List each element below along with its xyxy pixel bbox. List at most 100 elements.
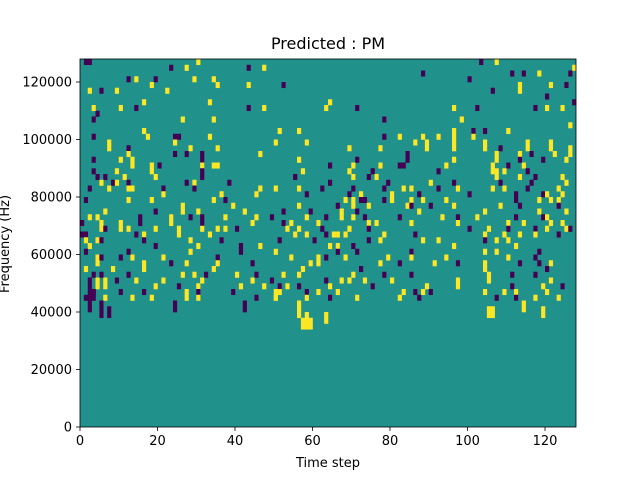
heatmap-cell: [545, 225, 550, 232]
heatmap-cell: [490, 185, 495, 192]
heatmap-cell: [258, 151, 263, 158]
heatmap-cell: [455, 277, 461, 284]
heatmap-cell: [355, 156, 360, 163]
heatmap-cell: [281, 271, 286, 278]
heatmap-cell-run: [107, 306, 112, 319]
heatmap-cell: [405, 202, 410, 209]
heatmap-cell: [304, 294, 309, 301]
heatmap-cell: [494, 168, 499, 175]
y-tick-label: 100000: [22, 133, 72, 148]
heatmap-cell: [134, 105, 139, 112]
heatmap-cell: [246, 64, 251, 71]
heatmap-cell: [200, 277, 205, 284]
heatmap-cell: [180, 208, 185, 215]
heatmap-cell: [432, 260, 437, 267]
heatmap-cell: [180, 202, 185, 209]
heatmap-cell: [87, 87, 92, 94]
heatmap-cell: [324, 214, 329, 221]
heatmap-cell: [506, 128, 511, 135]
heatmap-cell: [87, 59, 92, 66]
heatmap-cell: [556, 197, 561, 204]
heatmap-cell: [87, 294, 92, 301]
heatmap-cell: [514, 294, 519, 301]
heatmap-cell: [95, 174, 100, 181]
heatmap-cell: [413, 289, 418, 296]
heatmap-cell: [533, 294, 538, 301]
heatmap-cell: [169, 220, 174, 227]
heatmap-cell: [130, 254, 135, 261]
heatmap-cell: [452, 179, 457, 186]
heatmap-cell: [99, 271, 104, 278]
heatmap-cell: [297, 225, 302, 232]
heatmap-cell: [235, 225, 240, 232]
heatmap-cell: [409, 197, 414, 204]
heatmap-cell: [188, 214, 193, 221]
heatmap-cell: [479, 59, 484, 66]
heatmap-cell: [215, 260, 220, 267]
heatmap-cell: [200, 151, 205, 158]
heatmap-cell: [149, 197, 154, 204]
heatmap-cell: [242, 208, 247, 215]
heatmap-cell: [320, 185, 325, 192]
heatmap-cell: [401, 289, 406, 296]
plot-area: [79, 58, 577, 428]
heatmap-cell: [200, 214, 205, 221]
heatmap-cell: [80, 231, 85, 238]
heatmap-cell: [87, 214, 92, 221]
heatmap-cell: [397, 294, 402, 301]
heatmap-cell: [324, 277, 329, 284]
heatmap-cell: [246, 105, 251, 112]
heatmap-cell: [107, 145, 112, 152]
heatmap-cell: [134, 277, 139, 284]
heatmap-cell: [421, 197, 426, 204]
heatmap-cell: [200, 156, 205, 163]
heatmap-cell: [95, 254, 100, 261]
heatmap-cell: [440, 214, 445, 221]
heatmap-cell: [397, 214, 402, 221]
heatmap-cell: [107, 139, 112, 146]
heatmap-cell: [87, 185, 92, 192]
heatmap-cell: [87, 277, 92, 284]
heatmap-cell: [421, 289, 426, 296]
heatmap-cell: [308, 260, 313, 267]
heatmap-cell: [254, 294, 259, 301]
heatmap-cell: [351, 197, 356, 204]
heatmap-cell: [374, 220, 379, 227]
heatmap-cell: [80, 220, 85, 227]
heatmap-cell: [459, 116, 464, 123]
heatmap-cell: [180, 271, 185, 278]
heatmap-cell: [142, 266, 147, 273]
heatmap-cell: [83, 294, 89, 301]
heatmap-cell: [91, 133, 96, 140]
heatmap-cell: [506, 237, 511, 244]
heatmap-cell: [362, 197, 368, 204]
heatmap-cell: [281, 208, 286, 215]
heatmap-cell: [91, 156, 96, 163]
heatmap-cell: [304, 289, 309, 296]
heatmap-cell: [196, 289, 201, 296]
heatmap-cell: [184, 64, 189, 71]
heatmap-cell: [281, 220, 286, 227]
heatmap-cell: [366, 237, 371, 244]
heatmap-cell: [409, 185, 414, 192]
heatmap-cell: [568, 122, 573, 129]
heatmap-cell: [424, 145, 430, 152]
heatmap-cell: [378, 145, 383, 152]
heatmap-cell: [409, 202, 414, 209]
heatmap-cell: [161, 185, 166, 192]
heatmap-cell: [494, 156, 499, 163]
heatmap-cell: [223, 197, 228, 204]
heatmap-cell: [335, 248, 340, 255]
heatmap-cell: [351, 243, 356, 250]
heatmap-cell: [215, 254, 220, 261]
heatmap-cell: [281, 82, 286, 89]
heatmap-cell: [568, 145, 573, 152]
heatmap-cell: [130, 294, 135, 301]
heatmap-cell: [176, 231, 182, 238]
heatmap-cell: [494, 248, 499, 255]
heatmap-cell: [545, 191, 550, 198]
heatmap-cell: [517, 87, 523, 94]
heatmap-cell: [118, 105, 123, 112]
heatmap-cell: [413, 231, 418, 238]
heatmap-cell: [405, 156, 410, 163]
